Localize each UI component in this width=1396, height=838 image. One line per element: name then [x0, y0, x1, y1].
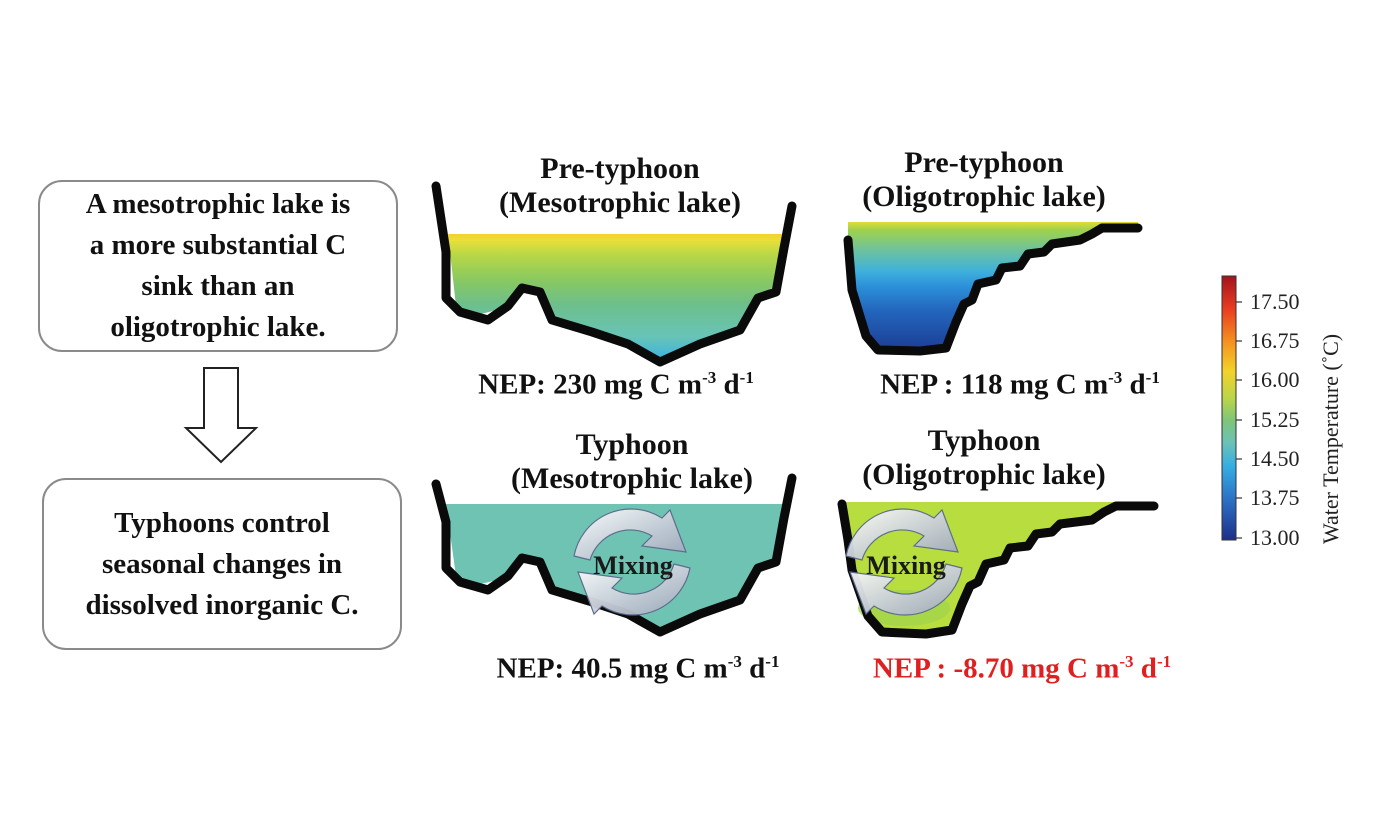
summary-line: sink than an — [141, 270, 295, 302]
title-line: Pre-typhoon — [540, 152, 700, 185]
oligo-pre-water — [848, 222, 1138, 350]
mixing-cycle-icon-meso — [573, 508, 691, 616]
mixing-label-oligo: Mixing — [866, 551, 946, 580]
summary-box-mesotrophic: A mesotrophic lake is a more substantial… — [38, 180, 398, 352]
mixing-label-meso: Mixing — [593, 551, 673, 580]
oligo-pre-basin-outline — [843, 223, 1143, 356]
meso-pre-water — [448, 234, 782, 360]
nep-typhoon-meso: NEP: 40.5 mg C m-3 d-1 — [496, 652, 780, 685]
oligo-typhoon-basin-outline — [837, 499, 1159, 639]
title-line: Pre-typhoon — [904, 146, 1064, 179]
meso-pre-basin-outline — [431, 181, 797, 367]
colorbar-ticks — [1236, 301, 1242, 539]
summary-line: Typhoons control — [114, 506, 330, 539]
colorbar-tick-label: 13.75 — [1250, 485, 1300, 510]
panel-title-typhoon-meso: Typhoon (Mesotrophic lake) — [511, 428, 753, 496]
nep-pre-meso: NEP: 230 mg C m-3 d-1 — [478, 368, 754, 401]
panel-title-pre-oligo: Pre-typhoon (Oligotrophic lake) — [862, 146, 1106, 214]
subtitle-line: (Mesotrophic lake) — [499, 186, 741, 219]
colorbar-title: Water Temperature (˚C) — [1318, 333, 1343, 544]
colorbar-gradient — [1221, 275, 1237, 541]
mixing-cycle-icon-oligo — [845, 508, 963, 616]
panel-title-typhoon-oligo: Typhoon (Oligotrophic lake) — [862, 424, 1106, 492]
nep-pre-oligo: NEP : 118 mg C m-3 d-1 — [880, 368, 1160, 401]
summary-line: seasonal changes in — [101, 547, 343, 580]
colorbar-tick-label: 16.00 — [1250, 367, 1300, 392]
subtitle-line: (Oligotrophic lake) — [862, 180, 1106, 213]
colorbar-tick-label: 16.75 — [1250, 328, 1300, 353]
title-line: Typhoon — [927, 424, 1041, 457]
down-arrow-icon — [183, 367, 259, 464]
colorbar-tick-label: 13.00 — [1250, 525, 1300, 550]
summary-box-typhoon: Typhoons control seasonal changes in dis… — [42, 478, 402, 650]
meso-typhoon-basin-outline — [431, 473, 797, 637]
panel-title-pre-meso: Pre-typhoon (Mesotrophic lake) — [499, 152, 741, 220]
summary-line: dissolved inorganic C. — [85, 588, 359, 621]
summary-line: oligotrophic lake. — [110, 311, 326, 343]
summary-line: A mesotrophic lake is — [85, 188, 351, 220]
subtitle-line: (Mesotrophic lake) — [511, 462, 753, 495]
colorbar-tick-label: 17.50 — [1250, 289, 1300, 314]
nep-typhoon-oligo: NEP : -8.70 mg C m-3 d-1 — [872, 652, 1172, 685]
title-line: Typhoon — [575, 428, 689, 461]
subtitle-line: (Oligotrophic lake) — [862, 458, 1106, 491]
colorbar-tick-label: 15.25 — [1250, 407, 1300, 432]
summary-line: a more substantial C — [89, 229, 347, 261]
colorbar-tick-label: 14.50 — [1250, 446, 1300, 471]
meso-typhoon-water — [446, 504, 784, 630]
